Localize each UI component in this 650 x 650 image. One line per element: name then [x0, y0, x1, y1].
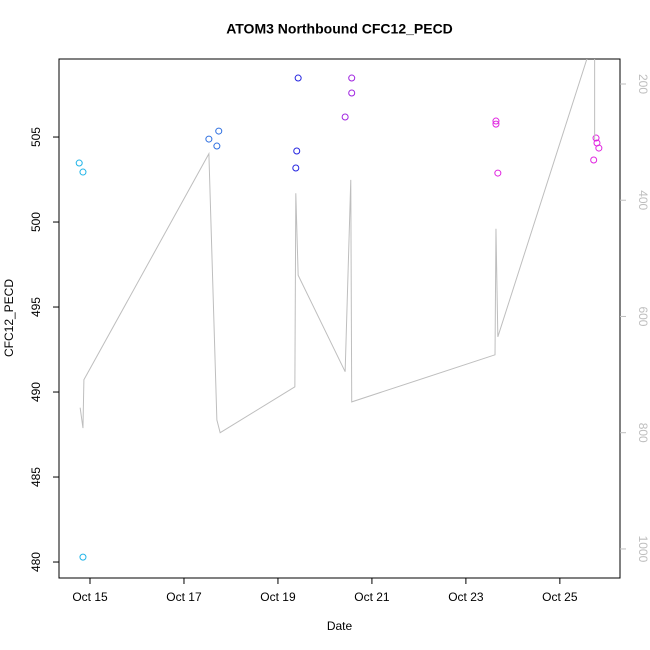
point — [590, 156, 598, 164]
y-tick-label: 495 — [29, 297, 43, 317]
y2-tick-label: 800 — [636, 423, 650, 443]
point — [592, 134, 600, 142]
point — [595, 144, 603, 152]
point — [294, 74, 302, 82]
y2-tick-label: 200 — [636, 74, 650, 94]
point — [293, 147, 301, 155]
plot-frame — [58, 58, 621, 579]
y-tick-label: 500 — [29, 212, 43, 232]
y2-tick-label: 1000 — [636, 536, 650, 563]
point — [492, 117, 500, 125]
y2-tick-label: 400 — [636, 190, 650, 210]
y2-tick-label: 600 — [636, 306, 650, 326]
x-tick-label: Oct 17 — [166, 590, 202, 604]
plot-area — [75, 59, 603, 561]
x-tick-label: Oct 21 — [354, 590, 390, 604]
point — [215, 127, 223, 135]
x-tick-label: Oct 23 — [448, 590, 484, 604]
line-series — [79, 59, 596, 434]
x-axis-title: Date — [327, 619, 353, 633]
point — [213, 142, 221, 150]
point — [494, 169, 502, 177]
y-tick-label: 490 — [29, 382, 43, 402]
x-tick-label: Oct 15 — [72, 590, 108, 604]
chart-title: ATOM3 Northbound CFC12_PECD — [226, 21, 453, 37]
point — [79, 168, 87, 176]
point — [79, 553, 87, 561]
point — [75, 159, 83, 167]
point — [348, 74, 356, 82]
y-tick-label: 480 — [29, 552, 43, 572]
point — [205, 135, 213, 143]
y-tick-label: 505 — [29, 127, 43, 147]
point — [348, 89, 356, 97]
y-tick-label: 485 — [29, 467, 43, 487]
point — [341, 113, 349, 121]
y-axis-title: CFC12_PECD — [2, 279, 16, 357]
point — [292, 164, 300, 172]
point — [492, 120, 500, 128]
x-tick-label: Oct 25 — [542, 590, 578, 604]
x-tick-label: Oct 19 — [260, 590, 296, 604]
